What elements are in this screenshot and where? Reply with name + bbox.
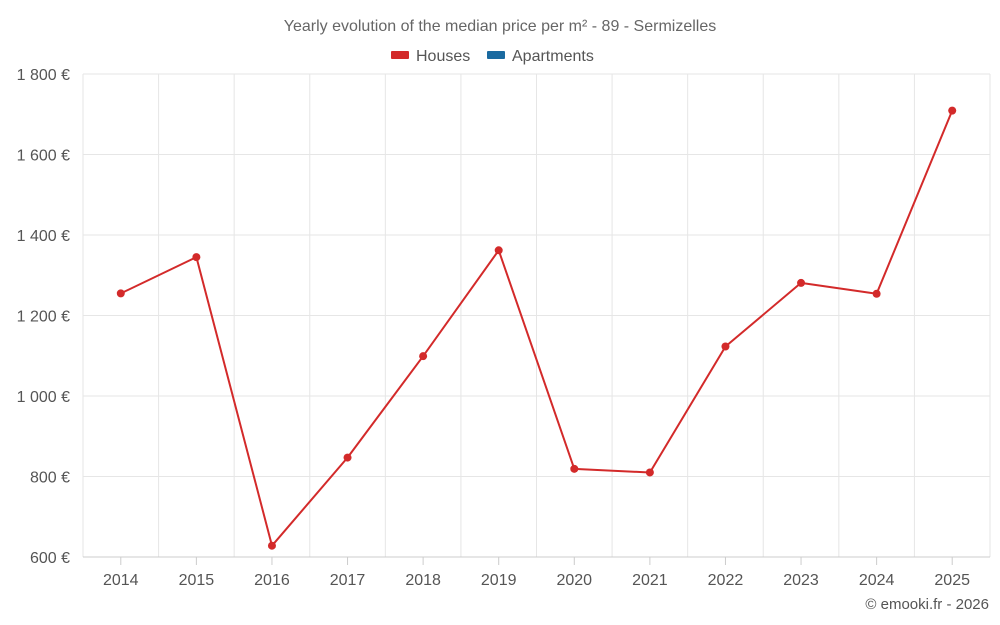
x-tick-label: 2022 [708,572,744,589]
data-point-houses-2023[interactable] [797,278,806,287]
data-point-houses-2019[interactable] [494,246,503,255]
gridlines [82,73,991,557]
legend-label-apartments: Apartments [512,48,594,65]
data-point-houses-2017[interactable] [343,453,352,462]
x-tick-label: 2021 [632,572,668,589]
x-tick-label: 2024 [859,572,895,589]
data-point-houses-2016[interactable] [267,541,276,550]
legend-item-houses[interactable]: Houses [391,48,470,65]
series-line-houses [120,110,954,547]
x-tick-label: 2016 [254,572,290,589]
data-point-houses-2015[interactable] [192,253,201,262]
data-point-houses-2022[interactable] [721,342,730,351]
legend-label-houses: Houses [416,48,470,65]
legend-swatch-apartments [487,51,505,59]
y-tick-label: 1 800 € [17,67,70,84]
data-point-houses-2020[interactable] [570,464,579,473]
series-layer [116,106,957,550]
data-point-houses-2025[interactable] [948,106,957,115]
legend-item-apartments[interactable]: Apartments [487,48,594,65]
chart-title: Yearly evolution of the median price per… [284,18,717,35]
y-tick-label: 1 000 € [17,389,70,406]
x-tick-label: 2017 [330,572,366,589]
y-tick-label: 1 200 € [17,309,70,326]
x-tick-label: 2018 [405,572,441,589]
x-tick-label: 2025 [934,572,970,589]
y-tick-label: 800 € [30,470,70,487]
x-tick-label: 2014 [103,572,139,589]
data-point-houses-2014[interactable] [116,289,125,298]
data-point-houses-2024[interactable] [872,289,881,298]
data-point-houses-2021[interactable] [645,468,654,477]
y-axis: 600 € 800 € 1 000 € 1 200 € 1 400 € 1 600 € 1 … [17,67,70,567]
x-tick-label: 2015 [179,572,215,589]
x-tick-label: 2020 [556,572,592,589]
legend: Houses Apartments [391,48,594,65]
x-tick-label: 2019 [481,572,517,589]
credit-text: © emooki.fr - 2026 [865,596,989,613]
y-tick-label: 600 € [30,550,70,567]
y-tick-label: 1 600 € [17,148,70,165]
x-tick-label: 2023 [783,572,819,589]
legend-swatch-houses [391,51,409,59]
data-point-houses-2018[interactable] [419,352,428,361]
y-tick-label: 1 400 € [17,228,70,245]
x-axis: 2014 2015 2016 2017 2018 2019 2020 2021 2022 2023… [83,556,990,589]
